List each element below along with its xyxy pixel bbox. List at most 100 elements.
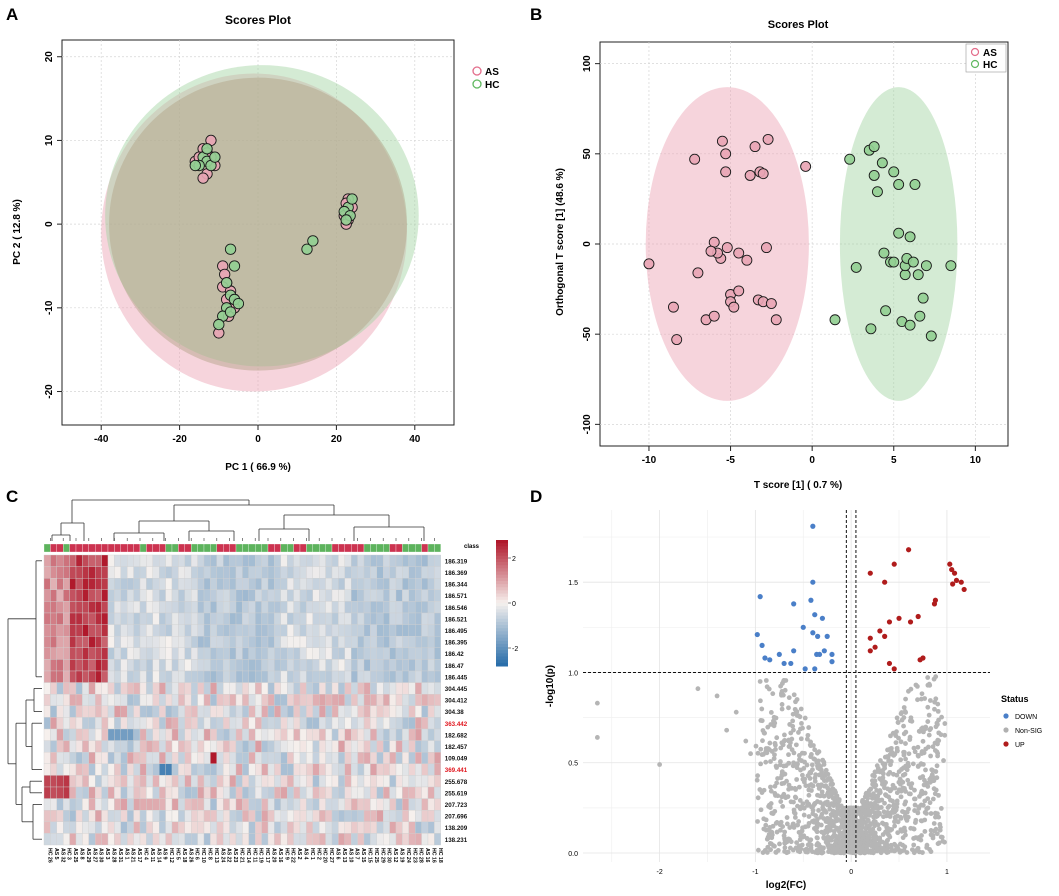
heatmap-cell xyxy=(255,589,262,602)
heatmap-cell xyxy=(127,763,134,776)
heatmap-column-label: AS 29 xyxy=(85,848,91,863)
heatmap-cell xyxy=(63,589,70,602)
volcano-point-non-sig xyxy=(806,792,812,798)
volcano-point-non-sig xyxy=(833,838,839,844)
volcano-point-non-sig xyxy=(839,811,844,817)
heatmap-cell xyxy=(357,775,365,788)
heatmap-cell xyxy=(88,717,96,730)
heatmap-cell xyxy=(75,612,83,625)
heatmap-cell xyxy=(344,752,352,764)
heatmap-cell xyxy=(248,612,256,625)
heatmap-cell xyxy=(325,659,333,672)
heatmap-cell xyxy=(146,833,153,846)
class-annotation-cell xyxy=(69,543,77,553)
heatmap-cell xyxy=(242,624,249,637)
heatmap-cell xyxy=(159,636,166,648)
heatmap-cell xyxy=(267,670,275,683)
heatmap-cell xyxy=(120,786,128,799)
heatmap-cell xyxy=(383,612,390,625)
heatmap-cell xyxy=(120,833,128,846)
heatmap-cell xyxy=(274,566,281,579)
volcano-point-non-sig xyxy=(809,783,815,789)
panelb-y-tick-label: -100 xyxy=(582,414,593,434)
heatmap-cell xyxy=(370,659,377,672)
heatmap-cell xyxy=(50,566,57,579)
volcano-point-non-sig xyxy=(903,729,909,735)
panel-d-y-tick-label: 0.5 xyxy=(568,761,578,768)
heatmap-cell xyxy=(210,752,217,764)
heatmap-cell xyxy=(235,705,243,718)
heatmap-cell xyxy=(434,786,441,799)
heatmap-cell xyxy=(331,798,339,811)
volcano-point-non-sig xyxy=(867,827,873,833)
volcano-point-non-sig xyxy=(777,762,783,768)
heatmap-cell xyxy=(248,798,256,811)
heatmap-cell xyxy=(114,705,121,718)
panelb-point-hc xyxy=(904,231,916,243)
heatmap-cell xyxy=(376,821,384,834)
volcano-point-non-sig xyxy=(903,789,908,794)
heatmap-cell xyxy=(114,786,121,799)
volcano-point-non-sig xyxy=(873,805,879,811)
heatmap-cell xyxy=(216,601,224,614)
panela-point-hc xyxy=(307,235,319,247)
colorbar-segment xyxy=(496,643,508,648)
heatmap-cell xyxy=(223,821,230,834)
volcano-point-non-sig xyxy=(939,714,944,720)
volcano-point-non-sig xyxy=(883,780,888,785)
heatmap-cell xyxy=(434,670,441,683)
panelb-point-hc xyxy=(829,314,841,326)
heatmap-cell xyxy=(235,682,243,695)
heatmap-cell xyxy=(152,775,160,788)
heatmap-cell xyxy=(197,798,205,811)
heatmap-cell xyxy=(338,717,345,730)
heatmap-cell xyxy=(427,740,435,753)
heatmap-cell xyxy=(248,624,256,637)
volcano-point-non-sig xyxy=(795,822,801,828)
volcano-point-non-sig xyxy=(757,679,763,684)
heatmap-cell xyxy=(389,636,397,648)
volcano-point-non-sig xyxy=(883,829,888,835)
volcano-point-non-sig xyxy=(763,678,769,683)
heatmap-cell xyxy=(210,798,217,811)
heatmap-cell xyxy=(216,821,224,834)
heatmap-cell xyxy=(127,636,134,648)
heatmap-cell xyxy=(312,566,320,579)
heatmap-cell xyxy=(75,705,83,718)
heatmap-cell xyxy=(255,670,262,683)
heatmap-column-label: AS 9 xyxy=(162,848,168,860)
heatmap-cell xyxy=(120,682,128,695)
panelb-point-hc xyxy=(850,261,862,273)
volcano-point-non-sig xyxy=(924,842,930,848)
heatmap-cell xyxy=(235,612,243,625)
panelb-x-tick-label: 10 xyxy=(970,455,982,466)
heatmap-cell xyxy=(95,798,102,811)
heatmap-cell xyxy=(338,821,345,834)
heatmap-cell xyxy=(235,589,243,602)
heatmap-cell xyxy=(75,659,83,672)
volcano-point-non-sig xyxy=(828,778,834,784)
heatmap-cell xyxy=(402,740,409,753)
heatmap-cell xyxy=(261,624,269,637)
heatmap-cell xyxy=(421,717,429,730)
heatmap-cell xyxy=(101,682,109,695)
volcano-point-up xyxy=(906,547,912,553)
heatmap-cell xyxy=(306,670,313,683)
volcano-point-non-sig xyxy=(796,730,801,735)
heatmap-cell xyxy=(248,717,256,730)
heatmap-cell xyxy=(312,763,320,776)
panelb-point-as xyxy=(689,153,701,165)
volcano-point-non-sig xyxy=(828,837,834,843)
volcano-point-non-sig xyxy=(925,805,931,811)
panela-point-hc xyxy=(340,214,352,226)
heatmap-cell xyxy=(357,833,365,846)
heatmap-cell xyxy=(287,612,294,625)
heatmap-cell xyxy=(267,578,275,590)
heatmap-cell xyxy=(331,647,339,660)
volcano-point-non-sig xyxy=(938,806,944,811)
heatmap-cell xyxy=(351,728,358,741)
panel-d-x-tick-label: 1 xyxy=(945,869,949,876)
heatmap-cell xyxy=(331,694,339,706)
heatmap-cell xyxy=(242,612,249,625)
volcano-point-non-sig xyxy=(868,850,874,855)
